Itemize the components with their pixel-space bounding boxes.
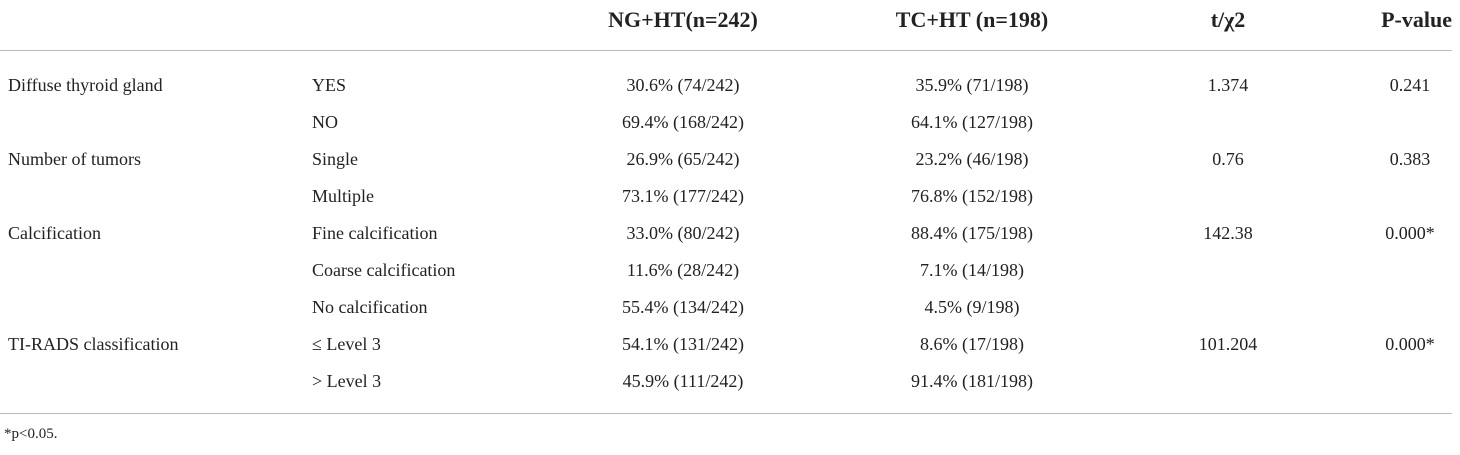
column-header: TC+HT (n=198) — [895, 7, 1049, 32]
table-cell: ≤ Level 3 — [312, 334, 381, 354]
table-cell: 8.6% (17/198) — [920, 334, 1024, 354]
table-cell: Fine calcification — [312, 223, 438, 243]
table-cell: Coarse calcification — [312, 260, 456, 280]
table-cell: 30.6% (74/242) — [626, 75, 740, 95]
table-cell: 33.0% (80/242) — [626, 223, 740, 243]
footnote: *p<0.05. — [4, 426, 58, 442]
table-cell: 69.4% (168/242) — [622, 112, 744, 132]
table-cell: No calcification — [312, 297, 428, 317]
table-cell: 1.374 — [1207, 75, 1249, 95]
table-cell: 0.241 — [1389, 75, 1431, 95]
table-cell: 23.2% (46/198) — [915, 149, 1029, 169]
table-cell: TI-RADS classification — [8, 334, 179, 354]
table-cell: 88.4% (175/198) — [911, 223, 1033, 243]
table-cell: 35.9% (71/198) — [915, 75, 1029, 95]
table-cell: 26.9% (65/242) — [626, 149, 740, 169]
table-cell: 54.1% (131/242) — [622, 334, 744, 354]
table-cell: 0.76 — [1212, 149, 1244, 169]
table-cell: 11.6% (28/242) — [626, 260, 740, 280]
table-cell: 142.38 — [1203, 223, 1253, 243]
table-cell: 55.4% (134/242) — [622, 297, 744, 317]
table-cell: 76.8% (152/198) — [911, 186, 1033, 206]
table-cell: Calcification — [8, 223, 101, 243]
column-header: t/χ2 — [1210, 7, 1246, 32]
bottom-rule — [0, 413, 1452, 414]
table-cell: NO — [312, 112, 338, 132]
header-rule — [0, 50, 1452, 51]
table-cell: 4.5% (9/198) — [924, 297, 1020, 317]
table-cell: 0.000* — [1385, 334, 1435, 354]
table-cell: YES — [312, 75, 347, 95]
column-header: P-value — [1381, 7, 1452, 32]
table-cell: Diffuse thyroid gland — [8, 75, 163, 95]
table-cell: 7.1% (14/198) — [920, 260, 1024, 280]
table-cell: 0.000* — [1385, 223, 1435, 243]
table-cell: Single — [312, 149, 359, 169]
table-cell: Multiple — [312, 186, 374, 206]
table-cell: 73.1% (177/242) — [622, 186, 744, 206]
table-cell: 101.204 — [1198, 334, 1258, 354]
table-cell: Number of tumors — [8, 149, 141, 169]
table-cell: > Level 3 — [312, 371, 382, 391]
table-cell: 0.383 — [1389, 149, 1431, 169]
table-cell: 64.1% (127/198) — [911, 112, 1033, 132]
table-cell: 91.4% (181/198) — [911, 371, 1033, 391]
table-cell: 45.9% (111/242) — [622, 371, 744, 391]
column-header: NG+HT(n=242) — [608, 7, 758, 32]
